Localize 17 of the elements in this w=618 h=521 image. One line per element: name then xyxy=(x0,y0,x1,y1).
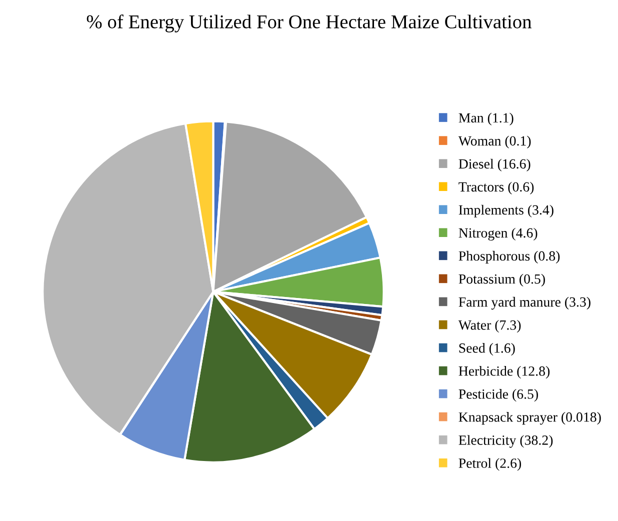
chart-title: % of Energy Utilized For One Hectare Maize Cultivation xyxy=(86,14,532,32)
legend-label: Phosphorous (0.8) xyxy=(458,250,560,264)
legend-label: Water (7.3) xyxy=(458,320,521,333)
legend-label: Pesticide (6.5) xyxy=(458,389,538,402)
legend-label: Woman (0.1) xyxy=(458,136,531,148)
legend-label: Potassium (0.5) xyxy=(458,274,545,287)
legend-label: Knapsack sprayer (0.018) xyxy=(458,412,601,425)
legend-label: Seed (1.6) xyxy=(459,342,515,356)
legend-label: Nitrogen (4.6) xyxy=(458,228,538,240)
legend-label: Diesel (16.6) xyxy=(458,158,530,172)
legend-label: Farm yard manure (3.3) xyxy=(458,296,590,310)
legend-label: Implements (3.4) xyxy=(458,204,554,218)
legend-label: Petrol (2.6) xyxy=(458,458,522,471)
legend-label: Tractors (0.6) xyxy=(458,182,534,194)
legend-label: Herbicide (12.8) xyxy=(458,366,550,379)
legend-label: Electricity (38.2) xyxy=(458,435,553,448)
legend-label: Man (1.1) xyxy=(458,112,514,126)
